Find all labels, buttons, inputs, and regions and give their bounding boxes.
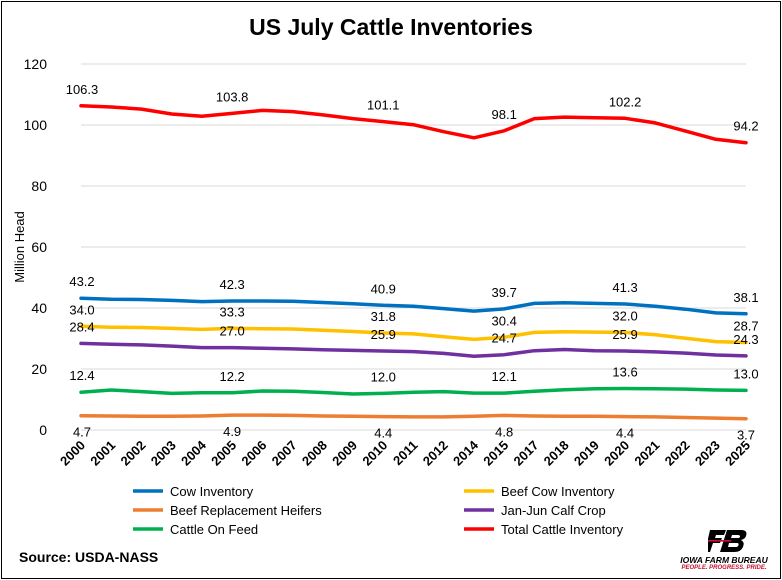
x-tick-label: 2001 bbox=[87, 438, 118, 469]
farm-bureau-logo: IOWA FARM BUREAU PEOPLE. PROGRESS. PRIDE… bbox=[674, 528, 774, 574]
data-label: 94.2 bbox=[733, 119, 758, 134]
data-label: 34.0 bbox=[69, 302, 94, 317]
data-label: 38.1 bbox=[733, 290, 758, 305]
data-label: 39.7 bbox=[492, 285, 517, 300]
data-label: 32.0 bbox=[612, 308, 637, 323]
data-label: 24.7 bbox=[492, 331, 517, 346]
x-tick-label: 2021 bbox=[631, 438, 662, 469]
data-label: 12.0 bbox=[371, 369, 396, 384]
data-label: 13.0 bbox=[733, 366, 758, 381]
x-tick-label: 2010 bbox=[359, 438, 390, 469]
data-label: 41.3 bbox=[612, 280, 637, 295]
data-label: 28.7 bbox=[733, 318, 758, 333]
data-label: 102.2 bbox=[609, 94, 642, 109]
series-line-3 bbox=[79, 324, 748, 345]
x-tick-label: 2000 bbox=[57, 438, 88, 469]
series-line-4 bbox=[79, 341, 748, 358]
y-tick-label: 60 bbox=[31, 239, 47, 255]
series-line-2 bbox=[79, 296, 748, 316]
data-label: 4.4 bbox=[374, 426, 392, 441]
data-label: 103.8 bbox=[216, 89, 249, 104]
data-label: 106.3 bbox=[66, 82, 99, 97]
x-tick-label: 2014 bbox=[450, 437, 482, 469]
x-tick-label: 2022 bbox=[662, 438, 693, 469]
data-label: 3.7 bbox=[737, 428, 755, 443]
x-tick-label: 2008 bbox=[299, 438, 330, 469]
data-label: 43.2 bbox=[69, 274, 94, 289]
x-tick-label: 2004 bbox=[178, 437, 210, 469]
data-label: 4.7 bbox=[73, 425, 91, 440]
data-label: 27.0 bbox=[219, 324, 244, 339]
farm-bureau-fb-logo-icon bbox=[708, 530, 747, 552]
y-axis-label: Million Head bbox=[12, 211, 27, 283]
data-label: 42.3 bbox=[219, 277, 244, 292]
x-tick-label: 2002 bbox=[118, 438, 149, 469]
y-tick-label: 20 bbox=[31, 361, 47, 377]
data-label: 12.2 bbox=[219, 369, 244, 384]
data-label: 28.4 bbox=[69, 319, 94, 334]
x-tick-label: 2005 bbox=[208, 438, 239, 469]
y-tick-label: 100 bbox=[24, 117, 48, 133]
legend-label: Jan-Jun Calf Crop bbox=[501, 503, 606, 518]
logo-tagline: PEOPLE. PROGRESS. PRIDE. bbox=[681, 565, 767, 571]
legend-label: Cattle On Feed bbox=[170, 522, 258, 537]
x-tick-label: 2019 bbox=[571, 438, 602, 469]
series-line-5 bbox=[79, 386, 748, 396]
x-tick-label: 2011 bbox=[390, 438, 421, 469]
y-tick-label: 40 bbox=[31, 300, 47, 316]
y-tick-label: 0 bbox=[39, 422, 47, 438]
data-label: 4.4 bbox=[616, 426, 634, 441]
data-label: 30.4 bbox=[492, 313, 517, 328]
chart-title: US July Cattle Inventories bbox=[249, 14, 533, 40]
data-label: 98.1 bbox=[492, 107, 517, 122]
series-line-6 bbox=[79, 413, 748, 421]
data-label: 31.8 bbox=[371, 309, 396, 324]
x-tick-label: 2003 bbox=[148, 438, 179, 469]
series-line-1 bbox=[79, 104, 748, 145]
data-label: 25.9 bbox=[371, 327, 396, 342]
x-tick-label: 2018 bbox=[541, 438, 572, 469]
x-tick-label: 2023 bbox=[692, 438, 723, 469]
legend-label: Beef Cow Inventory bbox=[501, 484, 615, 499]
source-note: Source: USDA-NASS bbox=[19, 549, 159, 565]
x-tick-label: 2020 bbox=[601, 438, 632, 469]
x-tick-label: 2012 bbox=[420, 438, 451, 469]
y-tick-label: 120 bbox=[24, 56, 48, 72]
data-label: 40.9 bbox=[371, 281, 396, 296]
x-tick-label: 2009 bbox=[329, 438, 360, 469]
data-label: 4.9 bbox=[223, 424, 241, 439]
logo-name: IOWA FARM BUREAU bbox=[680, 555, 768, 565]
x-tick-label: 2006 bbox=[238, 438, 269, 469]
data-label: 13.6 bbox=[612, 365, 637, 380]
legend-label: Total Cattle Inventory bbox=[501, 522, 624, 537]
data-label: 24.3 bbox=[733, 332, 758, 347]
legend-label: Cow Inventory bbox=[170, 484, 254, 499]
data-label: 33.3 bbox=[219, 304, 244, 319]
x-tick-label: 2017 bbox=[510, 438, 541, 469]
data-label: 4.8 bbox=[495, 424, 513, 439]
data-label: 101.1 bbox=[367, 98, 400, 113]
data-label: 12.4 bbox=[69, 368, 94, 383]
x-tick-label: 2007 bbox=[269, 438, 300, 469]
x-tick-label: 2015 bbox=[480, 438, 511, 469]
data-label: 12.1 bbox=[492, 369, 517, 384]
data-label: 25.9 bbox=[612, 327, 637, 342]
legend-label: Beef Replacement Heifers bbox=[170, 503, 322, 518]
y-tick-label: 80 bbox=[31, 178, 47, 194]
